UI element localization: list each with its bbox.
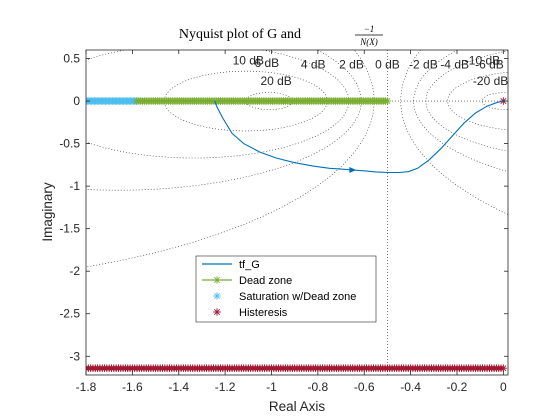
histeresis-marker [499,364,508,372]
m-circle-labels: 10 dB6 dB 20 dB 4 dB 2 dB 0 dB -2 dB -4 dB -6 d… [233,53,509,87]
x-tick-label: -0.8 [308,380,329,394]
x-tick-label: -0.6 [354,380,375,394]
m-circle-label: -4 dB [440,58,469,72]
legend-star-saturation [213,292,221,300]
m-circle-label: 20 dB [260,74,291,88]
y-tick-label: -0.5 [59,137,80,151]
x-tick-label: 0 [500,380,507,394]
series-layer [86,97,508,372]
m-circle-label: -2 dB [409,58,438,72]
m-circle-label: 2 dB [339,58,364,72]
y-tick-label: -3 [69,349,80,363]
title: Nyquist plot of G and −1 N(X) [179,24,383,47]
x-tick-label: -0.2 [447,380,468,394]
m-circle-label: -20 dB [473,74,508,88]
legend-box [195,255,377,323]
m-circle-label: 4 dB [301,58,326,72]
y-tick-label: -1 [69,179,80,193]
m-circle-label: 6 dB [255,56,280,70]
m-circle-label: -10 dB [465,53,500,67]
x-tick-label: -1 [266,380,277,394]
y-tick-label: -1.5 [59,222,80,236]
y-tick-label: -2 [69,264,80,278]
y-tick-label: 0 [73,94,80,108]
title-main: Nyquist plot of G and [179,27,301,42]
title-fraction-numerator: −1 [364,24,375,34]
x-axis-label: Real Axis [269,399,326,414]
y-tick-label: -2.5 [59,307,80,321]
y-tick-label: 0.5 [63,52,80,66]
legend-star-histeresis [213,308,221,316]
legend-marker-histeresis [213,308,221,316]
legend-label-saturation: Saturation w/Dead zone [239,291,356,303]
x-tick-label: -1.6 [122,380,143,394]
x-tick-label: -1.4 [168,380,189,394]
tf-g-curve [214,100,504,174]
m-circle-10db [164,70,328,132]
histeresis-markers [86,97,508,372]
legend-label-histeresis: Histeresis [239,307,288,319]
x-tick-label: -1.8 [76,380,97,394]
saturation-markers [86,97,140,105]
axes-box [85,49,509,376]
m-circle-label: 0 dB [375,58,400,72]
legend: tf_G Dead zone Saturation w/Dead zone Hi… [195,255,377,323]
tf-g-direction-arrow [349,166,357,173]
legend-label-dead-zone: Dead zone [239,275,292,287]
x-tick-label: -1.2 [215,380,236,394]
y-axis-label: Imaginary [40,182,55,242]
dead-zone-marker [383,97,392,105]
axis-ticks: -1.8 -1.6 -1.4 -1.2 -1 -0.8 -0.6 -0.4 -0.2 0 0.5 0 -… [59,50,508,394]
legend-label-tf-g: tf_G [239,259,260,271]
legend-marker-saturation [213,292,221,300]
dead-zone-markers [133,97,392,105]
m-circle-label: -6 dB [475,58,504,72]
x-tick-label: -0.4 [400,380,421,394]
title-fraction-denominator: N(X) [359,37,378,47]
m-circle-label: 10 dB [233,53,264,67]
